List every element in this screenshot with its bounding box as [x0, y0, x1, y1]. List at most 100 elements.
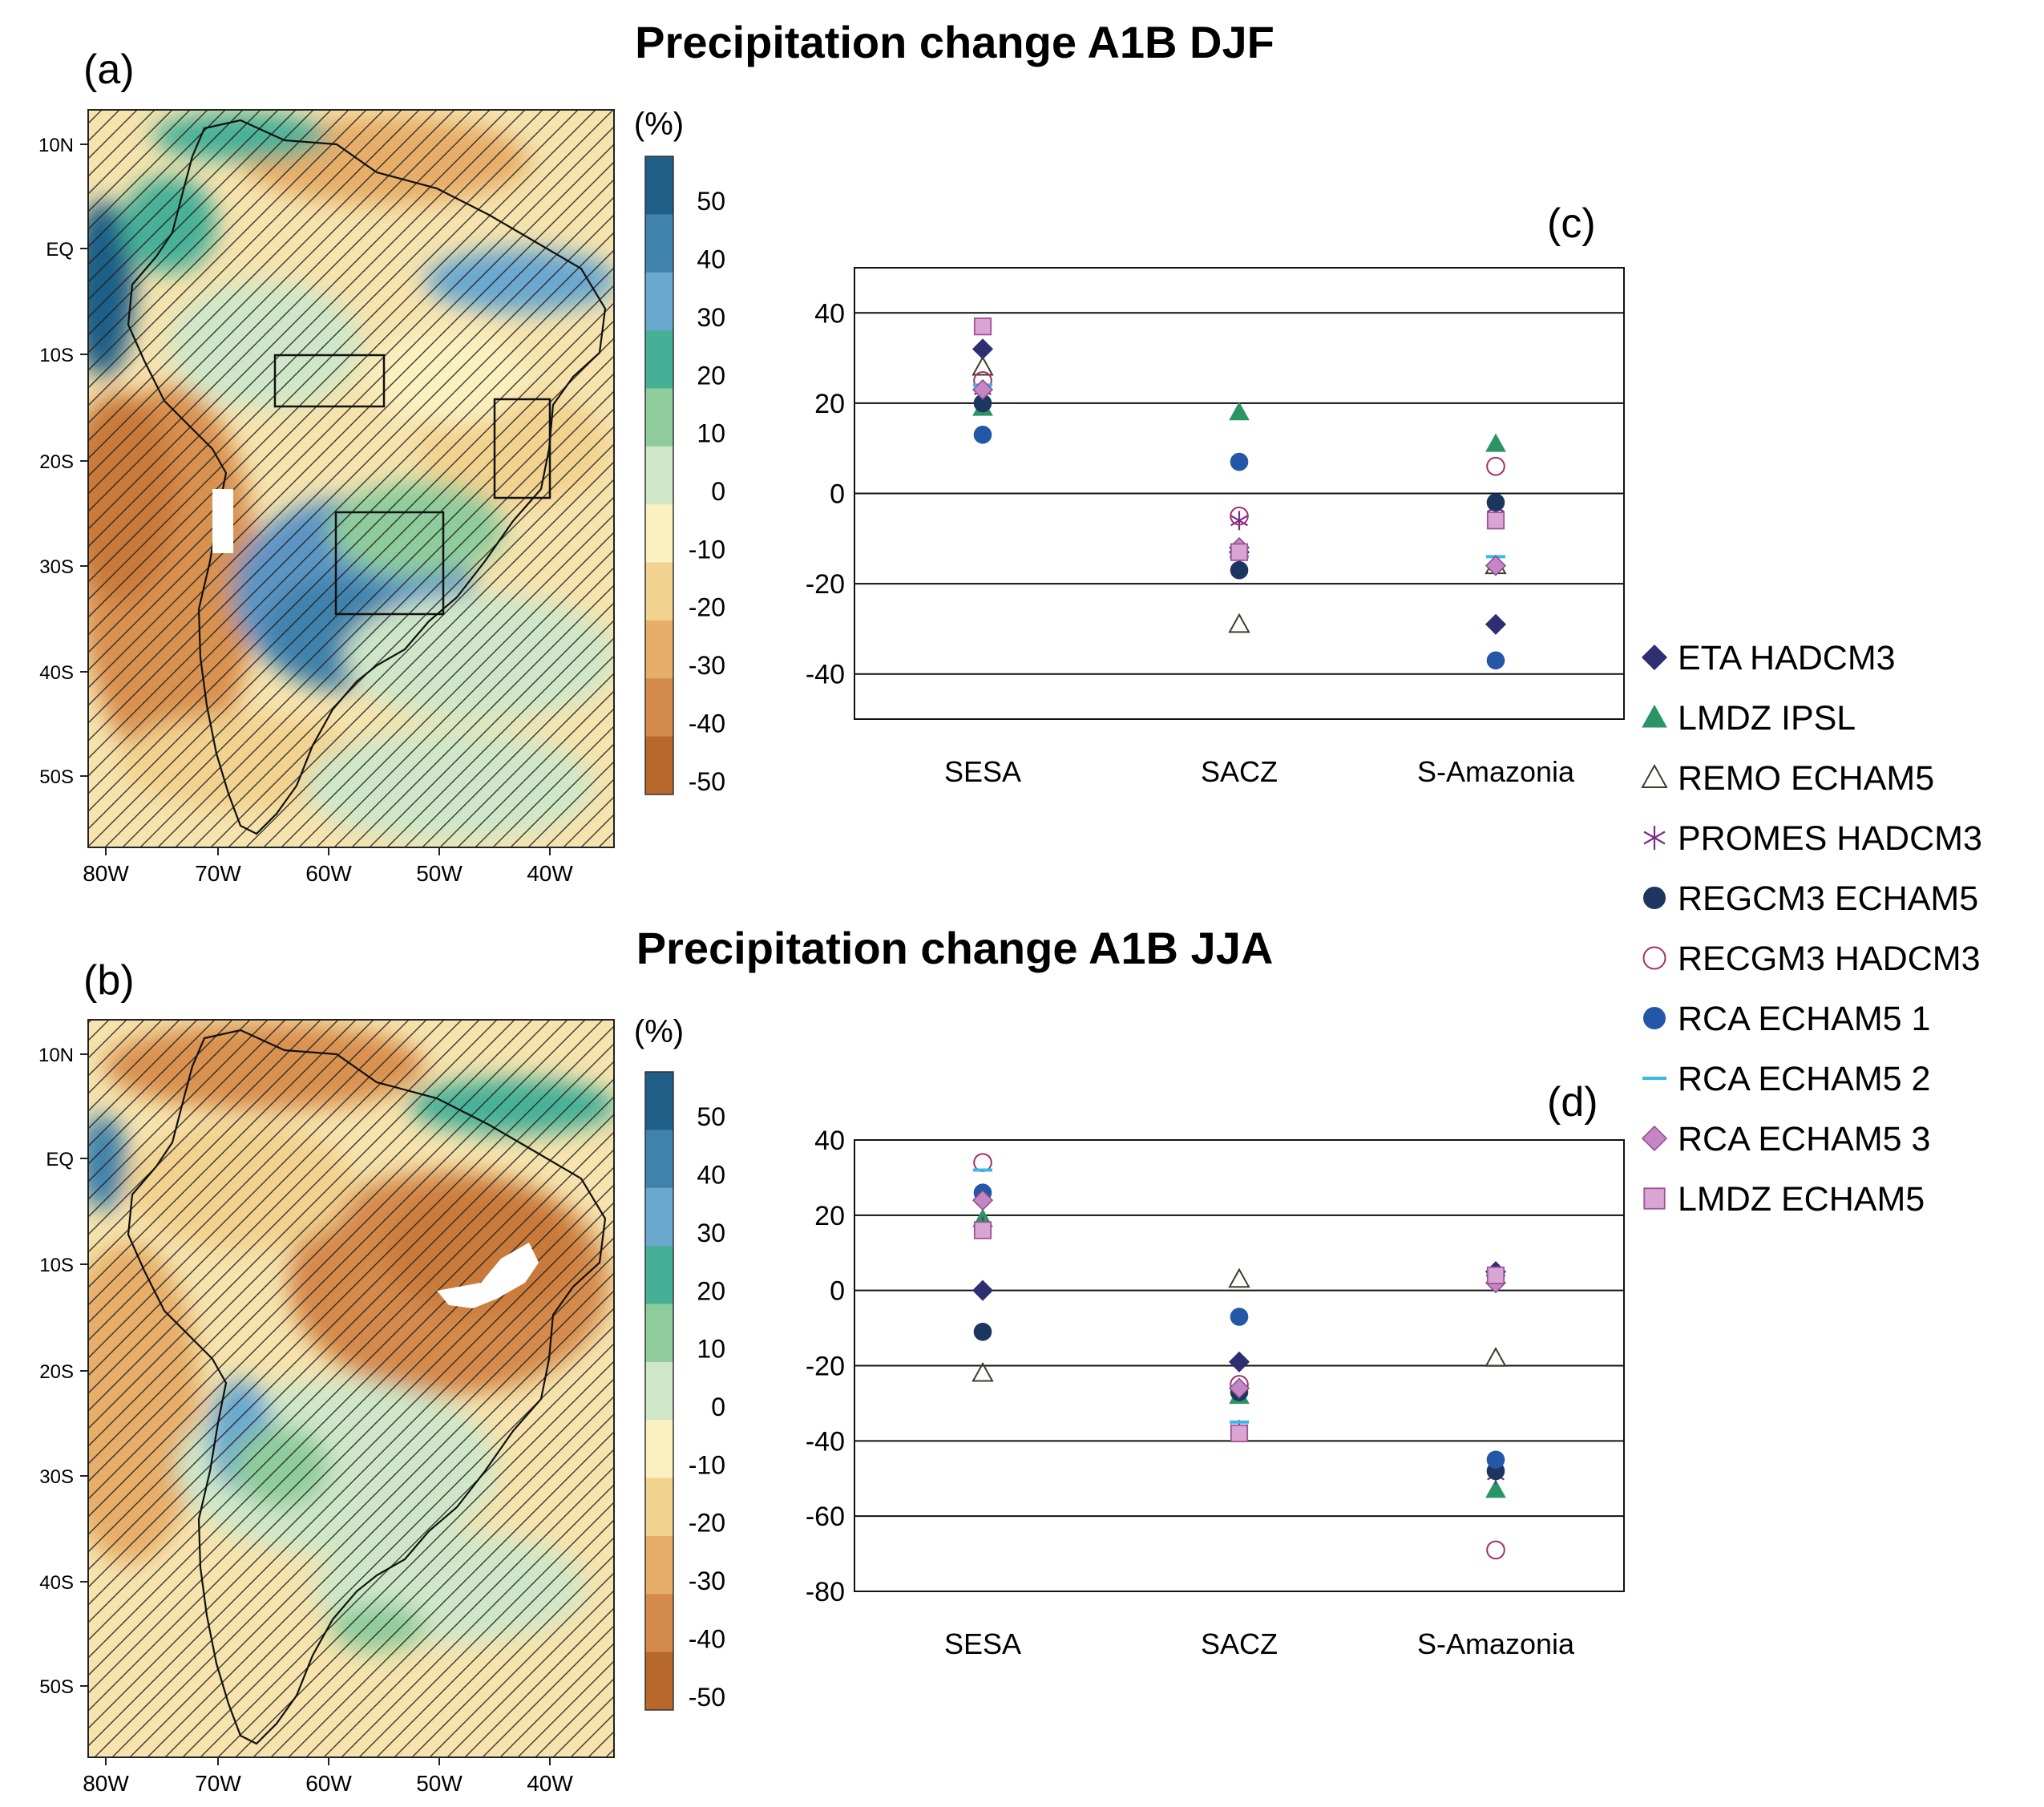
colorbar-swatch	[645, 1130, 673, 1189]
legend-item: RCA ECHAM5 3	[1641, 1120, 1930, 1158]
map-lon-label: 80W	[83, 1771, 129, 1796]
y-tick-label: 40	[814, 1126, 845, 1156]
data-point	[1230, 560, 1249, 580]
map-lat-label: 20S	[39, 1361, 74, 1383]
data-point	[1486, 511, 1505, 530]
scatter-chart-d: 40 20 0 -20 -40 -60 -80 SESA SACZ S-Amazonia	[806, 1126, 1625, 1660]
panel-label-d: (d)	[1547, 1079, 1598, 1126]
x-tick-label: S-Amazonia	[1417, 755, 1575, 788]
map-lon-label: 80W	[83, 861, 129, 886]
map-lon-label: 40W	[527, 861, 573, 886]
colorbar-tick-label: 10	[697, 419, 725, 448]
colorbar-tick-label: -40	[689, 709, 725, 738]
legend-item: RCA ECHAM5 1	[1643, 1000, 1930, 1038]
data-point	[1486, 493, 1505, 512]
legend-marker	[1641, 1125, 1668, 1152]
colorbar-swatch	[645, 330, 673, 389]
legend-marker	[1643, 1007, 1666, 1029]
colorbar-tick-label: 0	[711, 477, 725, 506]
y-tick-label: -40	[806, 1426, 845, 1457]
data-point	[972, 1279, 994, 1301]
legend-marker	[1642, 704, 1667, 728]
colorbar-swatch	[645, 272, 673, 331]
legend-label: LMDZ IPSL	[1678, 699, 1856, 738]
colorbar-swatch	[645, 1478, 673, 1537]
colorbar-tick-label: -40	[689, 1624, 725, 1653]
y-tick-label: -60	[806, 1502, 845, 1532]
y-tick-label: -80	[806, 1577, 845, 1607]
map-lon-label: 70W	[195, 861, 241, 886]
colorbar-frame	[644, 1071, 674, 1711]
data-point	[1485, 1347, 1507, 1367]
data-point	[1486, 651, 1505, 670]
colorbar-swatch	[645, 1594, 673, 1653]
colorbar-tick-label: -30	[689, 651, 725, 680]
data-point	[1230, 1308, 1249, 1326]
legend-item: REGCM3 ECHAM5	[1643, 879, 1978, 918]
map-lat-label: 10S	[39, 345, 74, 366]
colorbar-tick-label: 50	[697, 1102, 725, 1131]
data-point	[1486, 456, 1505, 476]
map-lat-label: 30S	[39, 1466, 74, 1488]
colorbar-tick-label: 40	[697, 245, 725, 274]
colorbar-swatch	[645, 736, 673, 795]
y-tick-label: -20	[806, 1352, 845, 1382]
data-point	[1228, 612, 1250, 633]
legend-label: REGCM3 ECHAM5	[1678, 879, 1978, 918]
legend-item: LMDZ IPSL	[1642, 699, 1856, 738]
panel-label-a: (a)	[83, 46, 135, 93]
data-point	[1486, 1540, 1505, 1560]
colorbar-tick-label: -50	[689, 1683, 725, 1712]
map-lat-label: EQ	[46, 1149, 74, 1170]
map-lon-label: 40W	[527, 1771, 573, 1796]
colorbar-tick-label: -20	[689, 1509, 725, 1538]
data-point	[972, 1190, 994, 1211]
colorbar-swatch	[645, 620, 673, 679]
map-lat-label: 10N	[38, 1045, 74, 1066]
map-djf	[87, 109, 615, 848]
y-tick-label: 20	[814, 389, 845, 419]
y-tick-label: -20	[806, 569, 845, 600]
legend-label: RCA ECHAM5 3	[1678, 1120, 1930, 1158]
y-tick-label: 20	[814, 1201, 845, 1231]
legend-marker	[1643, 826, 1666, 850]
colorbar-tick-label: 20	[697, 1276, 725, 1305]
colorbar-swatch	[645, 1072, 673, 1130]
data-point	[1230, 506, 1249, 526]
panel-label-c: (c)	[1547, 200, 1596, 247]
data-point	[972, 355, 994, 376]
colorbar-tick-label: -50	[689, 767, 725, 796]
map-lon-label: 60W	[305, 1771, 352, 1796]
data-point	[973, 317, 992, 336]
legend-label: RCA ECHAM5 1	[1678, 1000, 1930, 1038]
colorbar-swatch	[645, 1651, 673, 1711]
y-tick-label: 40	[814, 298, 845, 329]
legend-marker	[1642, 946, 1666, 970]
map-lon-label: 50W	[416, 861, 463, 886]
map-lon-label: 60W	[305, 861, 352, 886]
colorbar-tick-label: -10	[689, 535, 725, 564]
colorbar-tick-label: -30	[689, 1566, 725, 1595]
colorbar-tick-label: 40	[697, 1161, 725, 1190]
scatter-chart-c: 40 20 0 -20 -40 SESA SACZ S-Amazonia	[806, 267, 1625, 788]
y-tick-label: 0	[830, 1276, 845, 1307]
legend-label: LMDZ ECHAM5	[1678, 1180, 1925, 1219]
map-jja	[87, 1019, 615, 1758]
map-lat-label: 50S	[39, 1676, 74, 1698]
legend-label: PROMES HADCM3	[1678, 819, 1982, 858]
data-point	[972, 1361, 994, 1382]
colorbar-swatch	[645, 1361, 673, 1421]
legend-item: ETA HADCM3	[1641, 639, 1896, 677]
map-lat-label: 20S	[39, 451, 74, 473]
data-point	[1230, 543, 1249, 561]
legend-item: LMDZ ECHAM5	[1643, 1180, 1925, 1219]
legend-label: RCA ECHAM5 2	[1678, 1060, 1930, 1098]
colorbar-swatch	[645, 678, 673, 738]
legend-label: REMO ECHAM5	[1678, 759, 1934, 798]
data-point	[1228, 1267, 1250, 1288]
x-tick-label: SACZ	[1201, 755, 1278, 788]
colorbar-swatch	[645, 446, 673, 505]
colorbar-swatch	[645, 1420, 673, 1479]
legend-marker	[1641, 763, 1668, 788]
